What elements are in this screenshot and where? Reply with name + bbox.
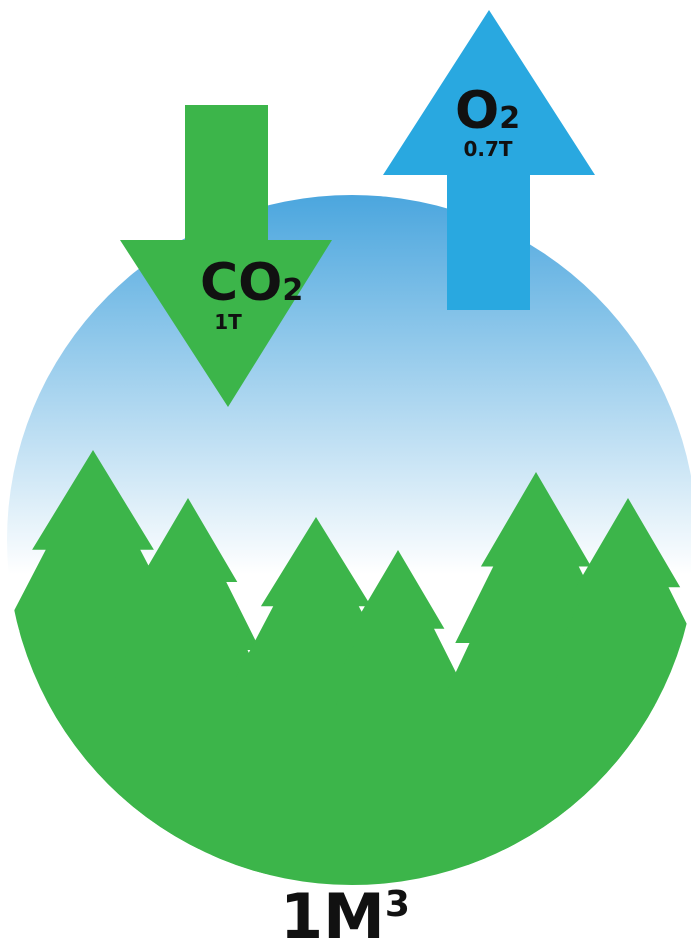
o2-sub: 2 xyxy=(499,101,520,136)
infographic: CO2 1T O2 0.7T 1M3 xyxy=(0,0,691,947)
o2-amount: 0.7T xyxy=(463,137,512,161)
footer: 1M3 xyxy=(280,880,410,947)
footer-sup: 3 xyxy=(385,884,410,925)
page: {"arrows": { "co2": {"main": "CO", "sub"… xyxy=(0,0,691,947)
co2-sub: 2 xyxy=(282,273,303,308)
o2-main: O xyxy=(455,81,499,141)
co2-amount: 1T xyxy=(214,310,242,334)
co2-main: CO xyxy=(200,253,282,313)
footer-main: 1M xyxy=(280,880,385,947)
